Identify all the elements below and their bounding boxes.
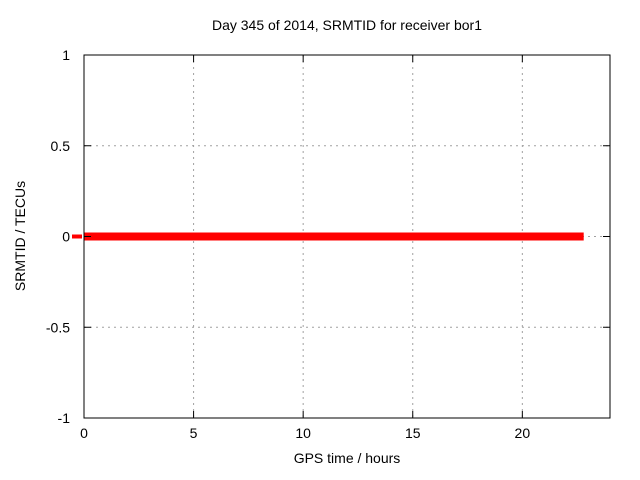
- x-tick-label: 20: [515, 425, 531, 441]
- plot-area: 0 5 10 15 20 -1 -0.5 0 0.5 1: [46, 47, 611, 441]
- y-tick-label: -1: [58, 410, 71, 426]
- y-axis-label: SRMTID / TECUs: [12, 181, 28, 291]
- x-tick-label: 10: [295, 425, 311, 441]
- chart-title: Day 345 of 2014, SRMTID for receiver bor…: [212, 17, 482, 33]
- y-tick-label: 0: [62, 229, 70, 245]
- x-tick-label: 0: [80, 425, 88, 441]
- y-tick-label: -0.5: [46, 319, 70, 335]
- x-tick-label: 15: [405, 425, 421, 441]
- x-axis-label: GPS time / hours: [294, 450, 401, 466]
- y-tick-label: 0.5: [51, 138, 71, 154]
- y-tick-label: 1: [62, 47, 70, 63]
- x-tick-label: 5: [190, 425, 198, 441]
- plot-border: [83, 54, 611, 419]
